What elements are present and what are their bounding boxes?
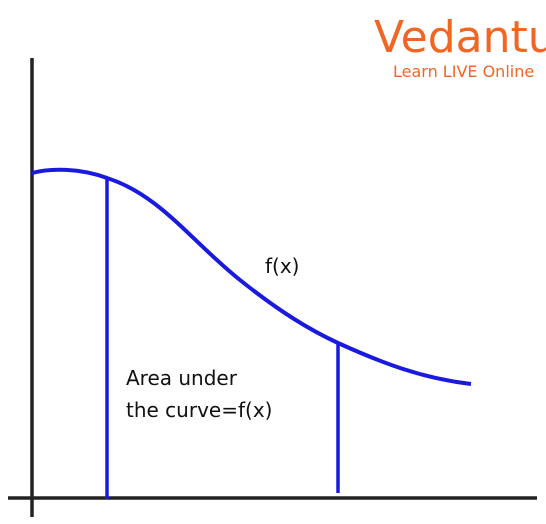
logo-tagline: Learn LIVE Online: [393, 62, 534, 81]
curve-label: f(x): [265, 254, 299, 278]
curve: [31, 167, 472, 386]
area-label: Area under: [126, 366, 238, 390]
logo-brand: Vedantu: [374, 12, 546, 63]
area-label: the curve=f(x): [126, 398, 272, 422]
